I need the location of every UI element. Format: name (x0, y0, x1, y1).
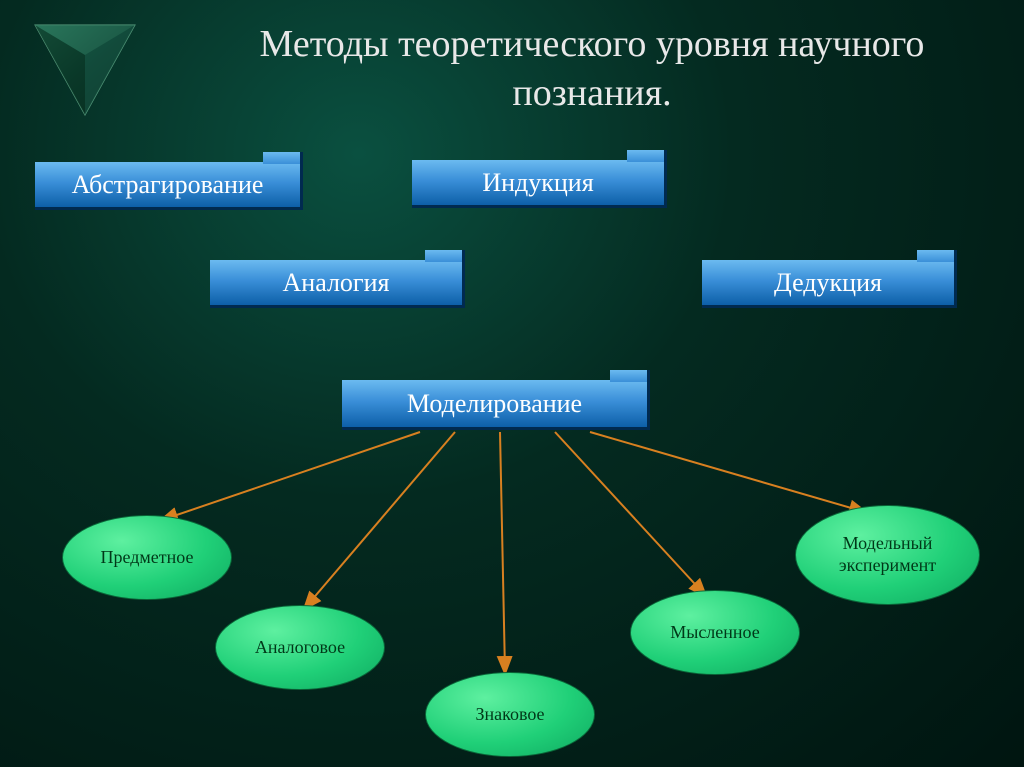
arrow-1 (305, 432, 455, 608)
box-anal: Аналогия (210, 260, 465, 308)
ellipse-label: Мысленное (670, 622, 760, 644)
slide-title: Методы теоретического уровня научного по… (180, 20, 1004, 119)
ellipse-mysl: Мысленное (630, 590, 800, 675)
ellipse-znak: Знаковое (425, 672, 595, 757)
box-label: Абстрагирование (72, 170, 264, 200)
ellipse-analog: Аналоговое (215, 605, 385, 690)
box-model: Моделирование (342, 380, 650, 430)
box-ind: Индукция (412, 160, 667, 208)
box-label: Дедукция (774, 268, 882, 298)
box-ded: Дедукция (702, 260, 957, 308)
box-label: Моделирование (407, 389, 582, 419)
ellipse-mod: Модельный эксперимент (795, 505, 980, 605)
ellipse-label: Предметное (101, 547, 194, 569)
box-label: Индукция (482, 168, 593, 198)
box-abstr: Абстрагирование (35, 162, 303, 210)
arrow-3 (555, 432, 705, 595)
arrow-0 (162, 432, 420, 520)
ellipse-label: Модельный эксперимент (806, 533, 969, 576)
box-label: Аналогия (283, 268, 390, 298)
corner-decoration (20, 5, 150, 135)
ellipse-label: Знаковое (475, 704, 544, 726)
ellipse-label: Аналоговое (255, 637, 345, 659)
arrow-2 (500, 432, 505, 672)
arrow-4 (590, 432, 865, 512)
ellipse-predm: Предметное (62, 515, 232, 600)
